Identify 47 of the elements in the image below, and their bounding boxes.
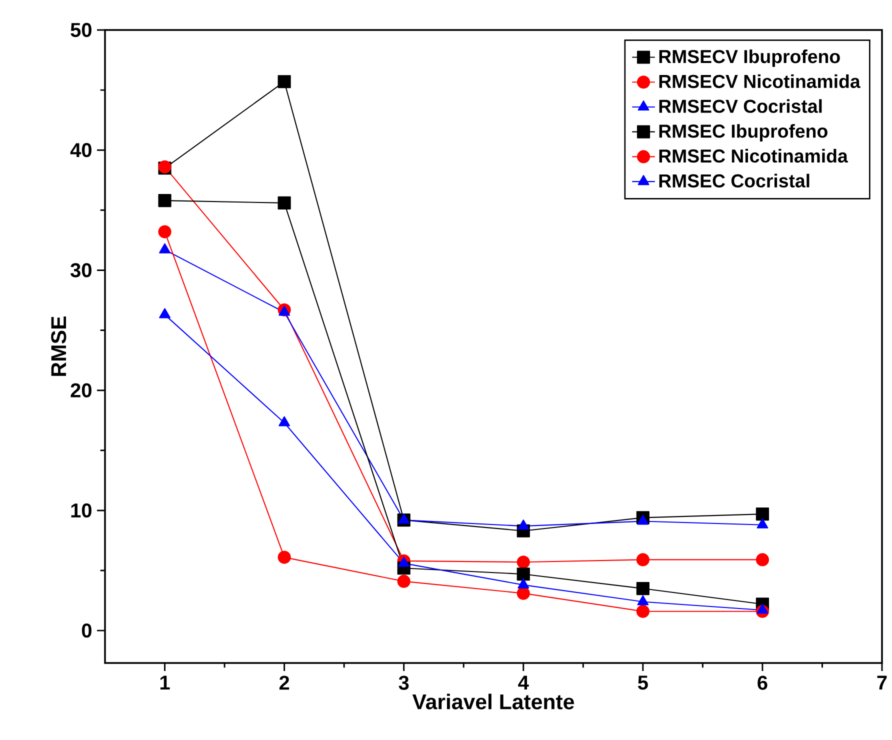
point	[278, 550, 291, 564]
x-tick-label: 6	[758, 676, 768, 690]
x-tick-label: 5	[638, 676, 648, 690]
legend-label: RMSEC Ibuprofeno	[659, 124, 828, 142]
point	[756, 518, 768, 528]
x-tick-label: 7	[877, 676, 887, 690]
point	[278, 416, 290, 426]
point	[518, 520, 530, 530]
x-tick-label: 2	[279, 676, 290, 690]
x-tick-label: 1	[160, 676, 170, 690]
point	[278, 75, 291, 88]
y-tick-label: 10	[71, 503, 92, 518]
point	[516, 556, 530, 569]
point	[636, 582, 650, 596]
point	[637, 514, 649, 525]
point	[278, 306, 290, 316]
point	[278, 196, 291, 210]
point	[159, 308, 171, 318]
legend-label: RMSECV Ibuprofeno	[659, 49, 840, 67]
y-tick-label: 50	[70, 22, 92, 38]
legend-label: RMSEC Nicotinamida	[659, 148, 848, 163]
y-axis-title: RMSE	[51, 316, 66, 376]
legend-label: RMSECV Nicotinamida	[659, 74, 860, 88]
legend-label: RMSECV Cocristal	[659, 99, 822, 113]
point	[636, 604, 650, 618]
point	[516, 568, 530, 581]
x-tick-label: 3	[398, 676, 409, 690]
point	[398, 556, 410, 567]
point	[637, 595, 649, 606]
point	[159, 243, 171, 254]
point	[398, 514, 410, 524]
y-tick-label: 0	[82, 623, 92, 638]
point	[158, 194, 172, 208]
x-axis-title: Variavel Latente	[412, 694, 574, 710]
point	[756, 604, 768, 614]
point	[756, 508, 769, 521]
legend-label: RMSEC Cocristal	[659, 174, 810, 188]
point	[636, 553, 650, 566]
y-tick-label: 20	[70, 383, 92, 398]
point	[158, 225, 172, 238]
x-tick-label: 4	[518, 676, 529, 690]
point	[516, 586, 530, 600]
y-tick-label: 30	[70, 263, 92, 278]
point	[397, 574, 410, 588]
point	[756, 553, 769, 566]
y-tick-label: 40	[70, 143, 92, 158]
point	[518, 578, 530, 588]
